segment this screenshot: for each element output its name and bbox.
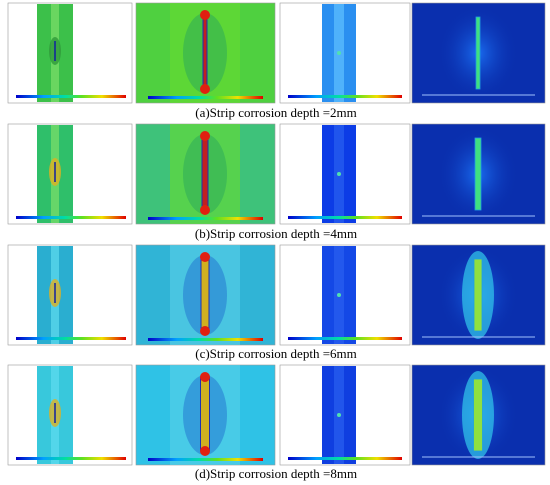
color-bar [148, 338, 263, 341]
strip [200, 256, 210, 332]
caption: (a)Strip corrosion depth =2mm [195, 105, 357, 120]
stress-spot [337, 413, 341, 417]
strip [200, 376, 210, 452]
strip-end [200, 10, 210, 20]
strip [474, 137, 482, 211]
color-bar [16, 457, 126, 460]
strip [202, 14, 208, 90]
strip-end [200, 446, 210, 456]
color-bar [16, 216, 126, 219]
color-bar [288, 457, 402, 460]
color-bar [16, 337, 126, 340]
strip [201, 135, 209, 211]
color-bar [288, 95, 402, 98]
color-bar [16, 95, 126, 98]
color-bar [288, 216, 402, 219]
color-bar [148, 96, 263, 99]
strip-end [200, 205, 210, 215]
color-bar [148, 217, 263, 220]
stress-spot [337, 172, 341, 176]
strip-end [200, 326, 210, 336]
color-bar [288, 337, 402, 340]
strip-end [200, 252, 210, 262]
stress-spot [337, 51, 341, 55]
caption: (c)Strip corrosion depth =6mm [195, 346, 357, 361]
strip [473, 258, 483, 332]
strip-end [200, 372, 210, 382]
strip [473, 378, 483, 452]
caption: (b)Strip corrosion depth =4mm [195, 226, 357, 241]
color-bar [148, 458, 263, 461]
strip-end [200, 131, 210, 141]
strip [475, 16, 481, 90]
caption: (d)Strip corrosion depth =8mm [195, 466, 357, 481]
strip-end [200, 84, 210, 94]
stress-spot [337, 293, 341, 297]
